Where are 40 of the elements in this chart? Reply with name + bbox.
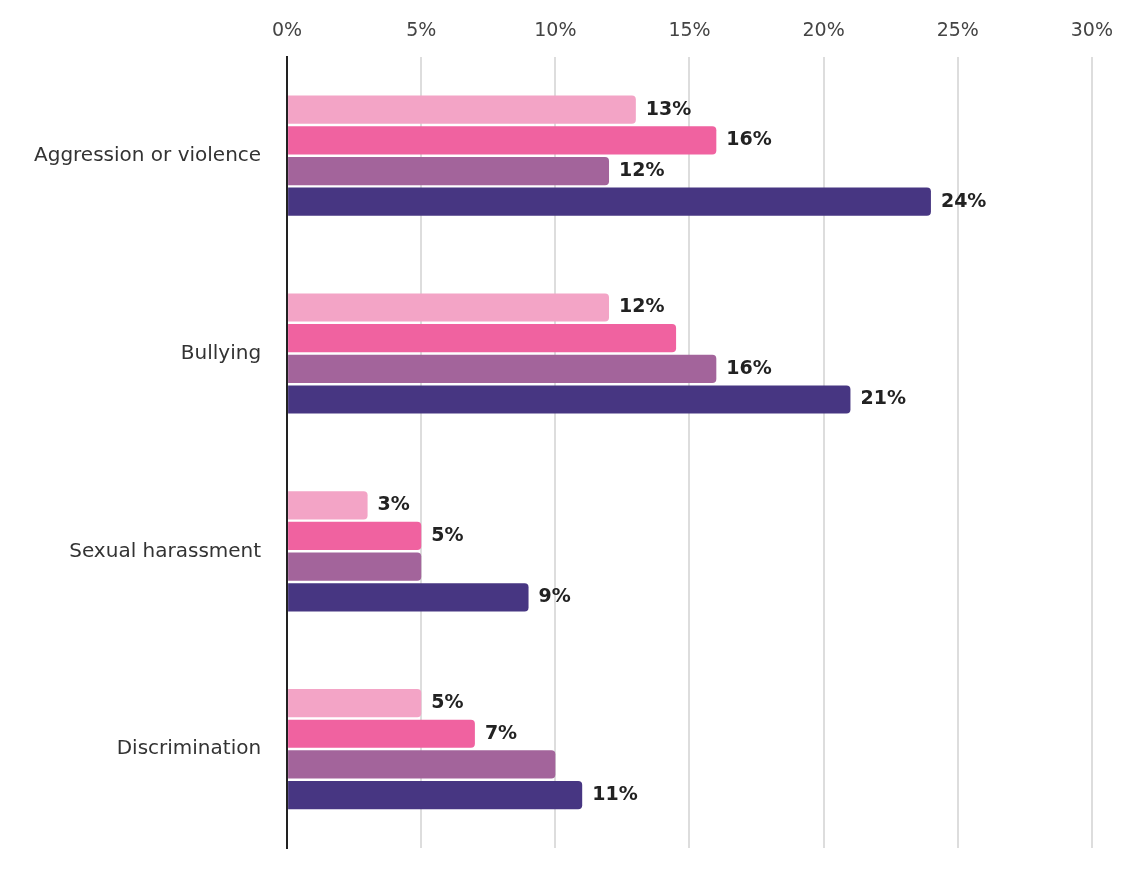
x-tick-label: 30% <box>1070 18 1113 41</box>
data-label: 24% <box>940 188 987 211</box>
y-tick-label: Discrimination <box>116 735 262 760</box>
x-tick-label: 20% <box>802 18 845 41</box>
data-label: 5% <box>431 690 464 713</box>
data-label: 16% <box>726 355 772 378</box>
bar <box>288 521 422 551</box>
bar <box>288 583 529 612</box>
bar <box>288 385 851 414</box>
data-label: 5% <box>431 522 464 545</box>
y-tick-label: Aggression or violence <box>34 141 262 166</box>
bar <box>288 324 677 353</box>
x-tick-label: 0% <box>272 18 303 41</box>
bar <box>288 689 422 718</box>
data-label: 21% <box>860 386 906 409</box>
bar <box>288 126 717 155</box>
data-label: 11% <box>592 782 638 805</box>
data-label: 9% <box>538 584 571 607</box>
x-tick-label: 10% <box>534 18 577 41</box>
bar <box>288 354 717 383</box>
data-label: 13% <box>645 96 692 119</box>
bar <box>288 95 636 124</box>
x-tick-label: 15% <box>668 18 711 41</box>
bar <box>288 719 475 748</box>
data-label: 12% <box>619 157 665 180</box>
x-tick-label: 25% <box>936 18 979 41</box>
y-tick-label: Bullying <box>180 339 262 364</box>
data-label: 7% <box>484 720 518 743</box>
bar <box>288 750 556 779</box>
bar <box>288 293 610 322</box>
bar <box>288 491 368 520</box>
bar <box>288 780 583 810</box>
bar <box>288 187 931 216</box>
y-tick-label: Sexual harassment <box>69 537 262 562</box>
data-label: 3% <box>377 492 410 515</box>
bar <box>288 552 422 581</box>
bar <box>288 156 610 186</box>
x-tick-label: 5% <box>406 18 437 41</box>
data-label: 12% <box>619 294 665 317</box>
data-label: 16% <box>726 127 772 150</box>
